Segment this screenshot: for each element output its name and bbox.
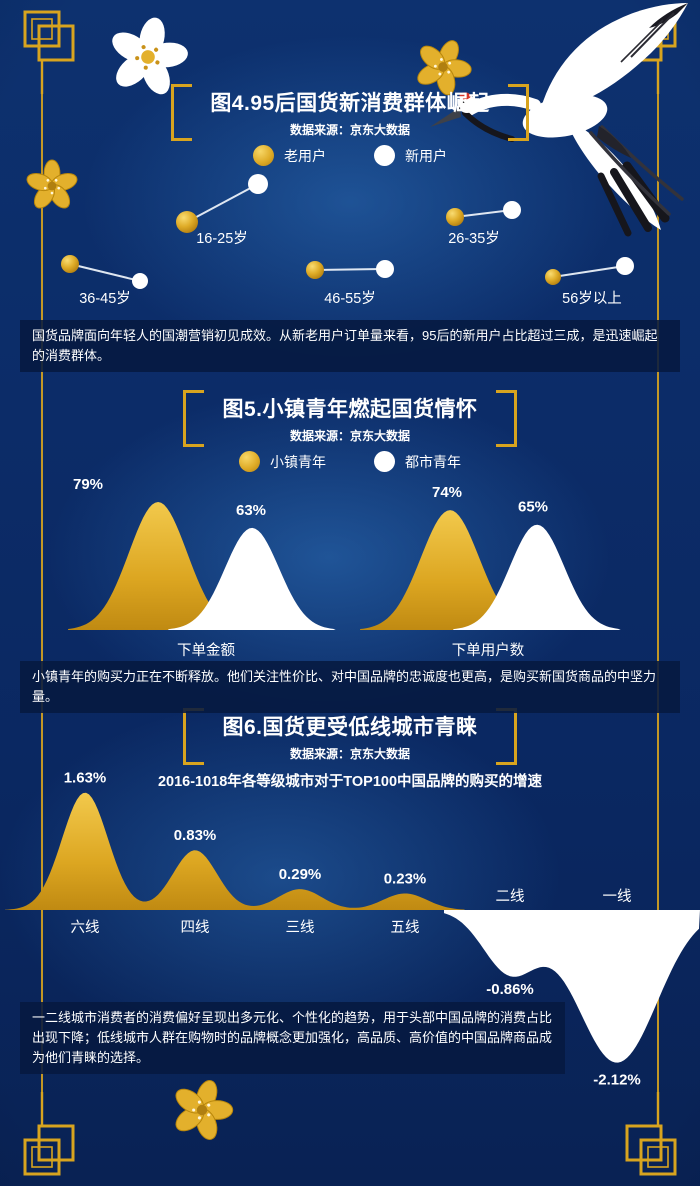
- legend-item-old-users: 老用户: [253, 145, 326, 166]
- age-group-label: 36-45岁: [79, 290, 131, 307]
- growth-label: -0.86%: [486, 981, 534, 998]
- growth-label: 0.23%: [384, 870, 427, 887]
- dumbbell-connector: [69, 263, 141, 282]
- title-bracket-left: [183, 708, 205, 765]
- old-user-dot: [446, 208, 464, 226]
- category-label: 下单金额: [177, 642, 235, 659]
- legend-label: 新用户: [405, 147, 447, 164]
- fig5-bell-chart: 79% 63% 74% 65% 下单金额 下单用户数: [68, 478, 621, 659]
- fig4-caption: 国货品牌面向年轻人的国潮营销初见成效。从新老用户订单量来看，95后的新用户占比超…: [20, 320, 680, 373]
- legend-item-town-youth: 小镇青年: [239, 451, 326, 472]
- age-group-label: 56岁以上: [562, 290, 622, 307]
- new-user-legend-dot-icon: [374, 145, 395, 166]
- fig5-header: 图5.小镇青年燃起国货情怀 数据来源：京东大数据: [0, 390, 700, 447]
- tier-label: 五线: [391, 919, 420, 936]
- title-bracket-right: [507, 84, 529, 141]
- corner-ornament-icon: [23, 10, 75, 94]
- tier-label: 二线: [496, 888, 525, 905]
- new-user-dot: [248, 174, 268, 194]
- percent-label: 65%: [518, 499, 548, 516]
- legend-item-city-youth: 都市青年: [374, 451, 461, 472]
- tier-growth-positive-curve: [5, 792, 465, 910]
- growth-label: 0.83%: [174, 827, 217, 844]
- age-group-label: 46-55岁: [324, 290, 376, 307]
- tier-label: 三线: [286, 919, 315, 936]
- growth-label: -2.12%: [593, 1072, 641, 1086]
- town-youth-legend-dot-icon: [239, 451, 260, 472]
- fig6-title-block: 图6.国货更受低线城市青睐 数据来源：京东大数据: [216, 708, 483, 765]
- old-user-dot: [61, 255, 79, 273]
- title-bracket-left: [171, 84, 193, 141]
- legend-label: 都市青年: [405, 453, 461, 470]
- city-youth-legend-dot-icon: [374, 451, 395, 472]
- age-group-label: 16-25岁: [196, 230, 248, 247]
- fig5-title-block: 图5.小镇青年燃起国货情怀 数据来源：京东大数据: [216, 390, 483, 447]
- old-user-dot: [176, 211, 198, 233]
- fig4-dumbbell-chart: 16-25岁 26-35岁 36-45岁 46-55岁 56岁以上: [61, 174, 634, 307]
- growth-label: 0.29%: [279, 866, 322, 883]
- fig6-header: 图6.国货更受低线城市青睐 数据来源：京东大数据: [0, 708, 700, 765]
- category-label: 下单用户数: [452, 642, 525, 659]
- dumbbell-connector: [552, 265, 626, 278]
- fig4-source: 数据来源：京东大数据: [289, 123, 410, 137]
- fig6-source: 数据来源：京东大数据: [289, 747, 410, 761]
- corner-ornament-icon: [625, 1092, 677, 1176]
- new-user-dot: [503, 201, 521, 219]
- fig5-caption: 小镇青年的购买力正在不断释放。他们关注性价比、对中国品牌的忠诚度也更高，是购买新…: [20, 661, 680, 714]
- old-user-dot: [545, 269, 561, 285]
- fig6-subtitle: 2016-1018年各等级城市对于TOP100中国品牌的购买的增速: [157, 774, 543, 790]
- tier-label: 一线: [603, 888, 632, 905]
- percent-label: 74%: [432, 484, 462, 501]
- new-user-dot: [132, 273, 148, 289]
- fig6-title: 图6.国货更受低线城市青睐: [222, 716, 478, 739]
- title-bracket-right: [495, 708, 517, 765]
- dumbbell-connector: [186, 183, 259, 223]
- title-bracket-right: [495, 390, 517, 447]
- old-user-dot: [306, 261, 324, 279]
- legend-label: 小镇青年: [270, 453, 326, 470]
- percent-label: 79%: [73, 478, 103, 493]
- old-user-legend-dot-icon: [253, 145, 274, 166]
- fig5-legend: 小镇青年 都市青年: [0, 451, 700, 472]
- legend-item-new-users: 新用户: [374, 145, 447, 166]
- tier-label: 六线: [71, 919, 100, 936]
- tier-label: 四线: [181, 919, 210, 936]
- fig4-header: 图4.95后国货新消费群体崛起 数据来源：京东大数据: [0, 84, 700, 141]
- age-group-label: 26-35岁: [448, 230, 500, 247]
- fig4-legend: 老用户 新用户: [0, 145, 700, 166]
- title-bracket-left: [183, 390, 205, 447]
- fig6-caption: 一二线城市消费者的消费偏好呈现出多元化、个性化的趋势，用于头部中国品牌的消费占比…: [20, 1002, 565, 1075]
- corner-ornament-icon: [23, 1092, 75, 1176]
- fig4-title: 图4.95后国货新消费群体崛起: [210, 92, 490, 115]
- dumbbell-connector: [314, 268, 386, 271]
- fig5-source: 数据来源：京东大数据: [289, 429, 410, 443]
- new-user-dot: [376, 260, 394, 278]
- fig5-title: 图5.小镇青年燃起国货情怀: [222, 398, 478, 421]
- fig4-title-block: 图4.95后国货新消费群体崛起 数据来源：京东大数据: [204, 84, 495, 141]
- percent-label: 63%: [236, 502, 266, 519]
- legend-label: 老用户: [284, 147, 326, 164]
- new-user-dot: [616, 257, 634, 275]
